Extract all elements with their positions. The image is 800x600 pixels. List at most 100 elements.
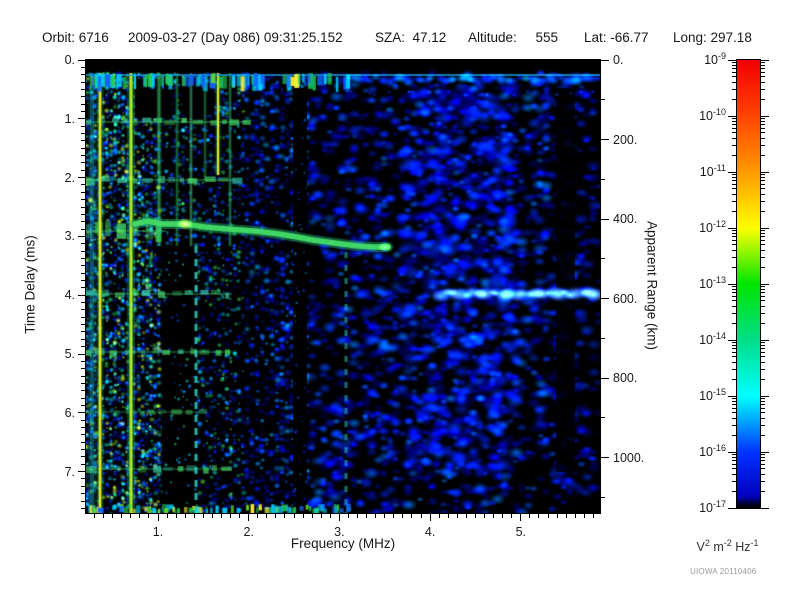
x-minor-tick — [121, 514, 123, 518]
colorbar-minor-tick — [761, 460, 765, 462]
y-left-minor-tick — [81, 382, 85, 384]
colorbar-minor-tick — [732, 249, 736, 251]
colorbar-minor-tick — [761, 434, 765, 436]
colorbar-minor-tick — [732, 62, 736, 64]
colorbar-minor-tick — [732, 424, 736, 426]
colorbar-minor-tick — [761, 473, 765, 475]
x-tick-label: 4. — [424, 525, 436, 539]
x-minor-tick — [266, 514, 268, 518]
x-axis-title: Frequency (MHz) — [290, 536, 396, 551]
y-left-tick-label: 5. — [64, 347, 75, 361]
x-minor-tick — [384, 514, 386, 518]
colorbar-major-tick — [761, 507, 769, 509]
colorbar-minor-tick — [732, 348, 736, 350]
colorbar-major-tick — [761, 283, 769, 285]
y-axis-right-title: Apparent Range (km) — [644, 220, 660, 351]
colorbar-minor-tick — [732, 407, 736, 409]
colorbar-minor-tick — [761, 400, 765, 402]
colorbar-minor-tick — [761, 407, 765, 409]
y-left-tick-label: 1. — [64, 111, 75, 126]
y-left-tick-label: 7. — [64, 464, 75, 479]
colorbar-minor-tick — [732, 188, 736, 190]
y-left-major-tick — [78, 353, 86, 355]
colorbar-minor-tick — [761, 68, 765, 70]
colorbar-minor-tick — [732, 351, 736, 353]
x-minor-tick — [211, 514, 213, 518]
y-left-minor-tick — [81, 346, 85, 348]
colorbar-minor-tick — [732, 236, 736, 238]
colorbar-minor-tick — [732, 210, 736, 212]
colorbar-minor-tick — [761, 348, 765, 350]
colorbar-minor-tick — [761, 266, 765, 268]
x-minor-tick — [239, 514, 241, 518]
colorbar-minor-tick — [732, 230, 736, 232]
colorbar-minor-tick — [761, 356, 765, 358]
y-left-minor-tick — [81, 228, 85, 230]
colorbar-minor-tick — [761, 456, 765, 458]
colorbar-minor-tick — [761, 176, 765, 178]
colorbar-minor-tick — [732, 344, 736, 346]
colorbar-minor-tick — [761, 81, 765, 83]
y-left-minor-tick — [81, 257, 85, 259]
colorbar-minor-tick — [761, 183, 765, 185]
x-minor-tick — [202, 514, 204, 518]
y-left-minor-tick — [81, 206, 85, 208]
colorbar-major-tick — [728, 507, 736, 509]
y-left-minor-tick — [81, 243, 85, 245]
y-right-tick-label: 800. — [613, 371, 638, 385]
y-left-minor-tick — [81, 493, 85, 495]
y-right-major-tick — [601, 298, 609, 299]
y-left-major-tick — [78, 471, 86, 473]
y-left-minor-tick — [81, 66, 85, 68]
colorbar-minor-tick — [761, 463, 765, 465]
x-minor-tick — [393, 514, 395, 518]
colorbar-minor-tick — [761, 127, 765, 129]
colorbar-minor-tick — [761, 424, 765, 426]
colorbar-minor-tick — [732, 300, 736, 302]
y-axis-left-title: Time Delay (ms) — [22, 235, 38, 334]
y-left-minor-tick — [81, 427, 85, 428]
colorbar-minor-tick — [732, 256, 736, 258]
colorbar-decade-label: 10-13 — [699, 275, 726, 292]
colorbar-minor-tick — [732, 68, 736, 70]
colorbar-minor-tick — [761, 468, 765, 470]
y-right-tick-label: 400. — [613, 212, 638, 226]
colorbar-minor-tick — [761, 144, 765, 146]
colorbar-minor-tick — [761, 64, 765, 66]
colorbar-minor-tick — [761, 118, 765, 120]
colorbar-minor-tick — [761, 256, 765, 258]
x-minor-tick — [366, 514, 368, 518]
colorbar-minor-tick — [732, 232, 736, 234]
colorbar-minor-tick — [732, 124, 736, 126]
altitude-info: Altitude: 555 — [468, 30, 559, 45]
x-minor-tick — [538, 514, 540, 518]
x-minor-tick — [402, 514, 404, 518]
colorbar-minor-tick — [761, 120, 765, 122]
colorbar-minor-tick — [761, 188, 765, 190]
y-left-minor-tick — [81, 250, 85, 252]
y-left-minor-tick — [81, 463, 85, 465]
x-minor-tick — [529, 514, 531, 518]
x-major-tick — [429, 514, 431, 521]
orbit-info: Orbit: 6716 — [42, 30, 109, 45]
y-right-tick-label: 0. — [613, 53, 624, 67]
colorbar-minor-tick — [761, 300, 765, 302]
y-left-minor-tick — [81, 397, 85, 399]
y-right-major-tick — [601, 457, 609, 458]
colorbar-major-tick — [728, 227, 736, 229]
x-minor-tick — [493, 514, 495, 518]
colorbar-major-tick — [761, 339, 769, 341]
watermark: UIOWA 20110406 — [690, 567, 757, 576]
colorbar-minor-tick — [761, 454, 765, 456]
y-left-minor-tick — [81, 478, 85, 480]
y-right-minor-tick — [601, 99, 605, 101]
colorbar-minor-tick — [761, 71, 765, 73]
y-right-major-tick — [601, 218, 609, 220]
y-left-major-tick — [78, 177, 86, 179]
y-right-minor-tick — [601, 337, 605, 339]
y-left-minor-tick — [81, 309, 85, 311]
y-left-minor-tick — [81, 485, 85, 487]
x-minor-tick — [465, 514, 467, 518]
colorbar-major-tick — [761, 395, 769, 397]
